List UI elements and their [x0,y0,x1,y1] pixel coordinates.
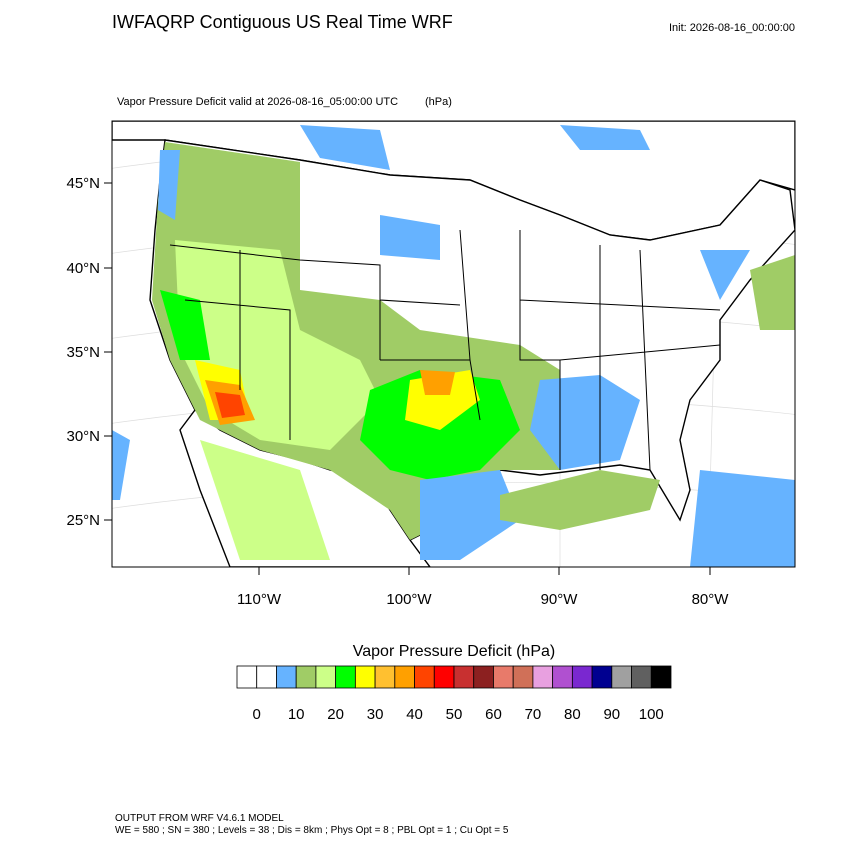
vpd-yellow [195,360,480,430]
lon-labels: 110°W 100°W 90°W 80°W [237,567,729,608]
colorbar-box [552,665,573,689]
lat-label: 40°N [66,260,100,277]
colorbar-box [493,665,514,689]
canada-moisture [300,125,650,170]
colorbar-box [276,665,297,689]
colorbar-box [512,665,534,689]
lon-label: 110°W [237,591,282,608]
colorbar-box [650,665,672,689]
colorbar-box [414,665,435,689]
colorbar-box [631,665,652,689]
colorbar-box [532,665,554,689]
colorbar-label: 50 [446,706,463,723]
colorbar-box [433,665,455,689]
title: IWFAQRP Contiguous US Real Time WRF [112,12,453,32]
colorbar-box [591,665,613,689]
vpd-green [160,290,520,480]
colorbar-box [473,665,494,689]
colorbar-label: 70 [525,706,542,723]
lat-label: 45°N [66,175,100,192]
lat-label: 25°N [66,512,100,529]
colorbar-box [571,665,593,689]
map [112,121,795,567]
colorbar-box [315,665,337,689]
map-frame [111,120,796,568]
colorbar-box [256,665,277,689]
colorbar-label: 10 [288,706,305,723]
colorbar-label: 100 [639,706,664,723]
colorbar-label: 40 [406,706,423,723]
colorbar-label: 80 [564,706,581,723]
lon-label: 80°W [692,591,730,608]
vpd-blue [112,150,795,567]
lat-label: 30°N [66,428,100,445]
gulf-olive [500,255,795,530]
lat-label: 35°N [66,344,100,361]
colorbar-box [335,665,356,689]
lon-label: 100°W [386,591,432,608]
vpd-light-green [175,240,380,560]
footer-line: OUTPUT FROM WRF V4.6.1 MODEL [115,813,284,824]
colorbar-label: 90 [603,706,620,723]
colorbar-box [236,665,258,689]
colorbar-box [394,665,415,689]
colorbar-box [374,665,396,689]
colorbar-box [611,665,632,689]
colorbar-label: 30 [367,706,384,723]
footer-line: WE = 580 ; SN = 380 ; Levels = 38 ; Dis … [115,825,509,836]
colorbar-label: 0 [253,706,261,723]
colorbar-label: 60 [485,706,502,723]
colorbar: 0 10 20 30 40 50 60 70 80 90 100 [236,665,672,723]
colorbar-label: 20 [327,706,344,723]
lat-labels: 45°N 40°N 35°N 30°N 25°N [66,175,112,529]
map-subtitle: Vapor Pressure Deficit valid at 2026-08-… [117,96,398,108]
colorbar-box [354,665,376,689]
colorbar-box [453,665,475,689]
lon-label: 90°W [541,591,579,608]
colorbar-title: Vapor Pressure Deficit (hPa) [353,643,555,660]
state-borders [169,229,721,471]
map-units: (hPa) [425,96,452,108]
vpd-orange [205,370,455,425]
colorbar-box [295,665,317,689]
init-time: Init: 2026-08-16_00:00:00 [669,22,795,34]
vpd-red [215,392,245,418]
